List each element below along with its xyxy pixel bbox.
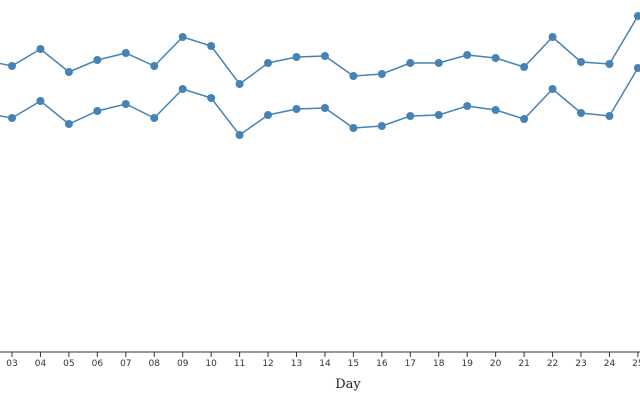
x-tick-label: 08 <box>149 359 161 369</box>
point <box>264 59 273 67</box>
x-tick-label: 12 <box>262 359 273 369</box>
x-tick-label: 14 <box>319 359 331 369</box>
x-tick-label: 20 <box>490 359 502 369</box>
x-tick-label: 15 <box>348 359 359 369</box>
point <box>463 102 472 110</box>
x-tick-label: 13 <box>291 359 302 369</box>
point <box>292 53 301 61</box>
line <box>0 67 639 137</box>
point <box>520 115 529 123</box>
point <box>491 54 500 62</box>
x-tick-label: 24 <box>604 359 616 369</box>
point <box>548 33 557 41</box>
point <box>633 64 640 72</box>
point <box>8 62 16 70</box>
point <box>377 122 386 130</box>
point <box>406 59 415 67</box>
x-tick-label: 11 <box>234 359 245 369</box>
point <box>605 60 614 68</box>
point <box>406 112 415 120</box>
point <box>178 33 187 41</box>
point <box>320 52 329 60</box>
point <box>264 111 273 119</box>
x-tick-label: 04 <box>35 359 47 369</box>
point <box>605 112 614 120</box>
point <box>36 45 45 53</box>
point <box>548 85 557 93</box>
point <box>207 42 216 50</box>
x-tick-label: 22 <box>547 359 558 369</box>
point <box>377 70 386 78</box>
point <box>292 105 301 113</box>
point <box>178 85 187 93</box>
point <box>491 106 500 114</box>
point <box>64 68 73 76</box>
point <box>320 104 329 112</box>
x-tick-label: 07 <box>120 359 131 369</box>
x-tick-label: 06 <box>92 359 104 369</box>
point <box>8 114 16 122</box>
line <box>0 15 639 86</box>
point <box>235 80 244 88</box>
x-tick-label: 23 <box>575 359 586 369</box>
point <box>150 114 159 122</box>
point <box>434 111 443 119</box>
x-tick-label: 09 <box>177 359 189 369</box>
x-tick-label: 18 <box>433 359 445 369</box>
x-tick-label: 17 <box>405 359 416 369</box>
point <box>121 100 130 108</box>
point <box>434 59 443 67</box>
x-axis-label: Day <box>335 377 361 392</box>
x-tick-label: 10 <box>205 359 217 369</box>
point <box>36 97 45 105</box>
point <box>207 94 216 102</box>
x-tick-label: 19 <box>461 359 473 369</box>
point <box>64 120 73 128</box>
point <box>235 131 244 139</box>
point <box>633 12 640 20</box>
point <box>93 56 102 64</box>
point <box>93 107 102 115</box>
x-tick-label: 21 <box>518 359 529 369</box>
point <box>463 51 472 59</box>
point <box>349 72 358 80</box>
point <box>121 49 130 57</box>
point <box>349 124 358 132</box>
x-tick-label: 25 <box>632 359 640 369</box>
point <box>150 62 159 70</box>
x-tick-label: 16 <box>376 359 388 369</box>
x-tick-label: 03 <box>6 359 17 369</box>
point <box>520 63 529 71</box>
x-tick-label: 05 <box>63 359 74 369</box>
point <box>577 58 585 66</box>
point <box>577 109 585 117</box>
